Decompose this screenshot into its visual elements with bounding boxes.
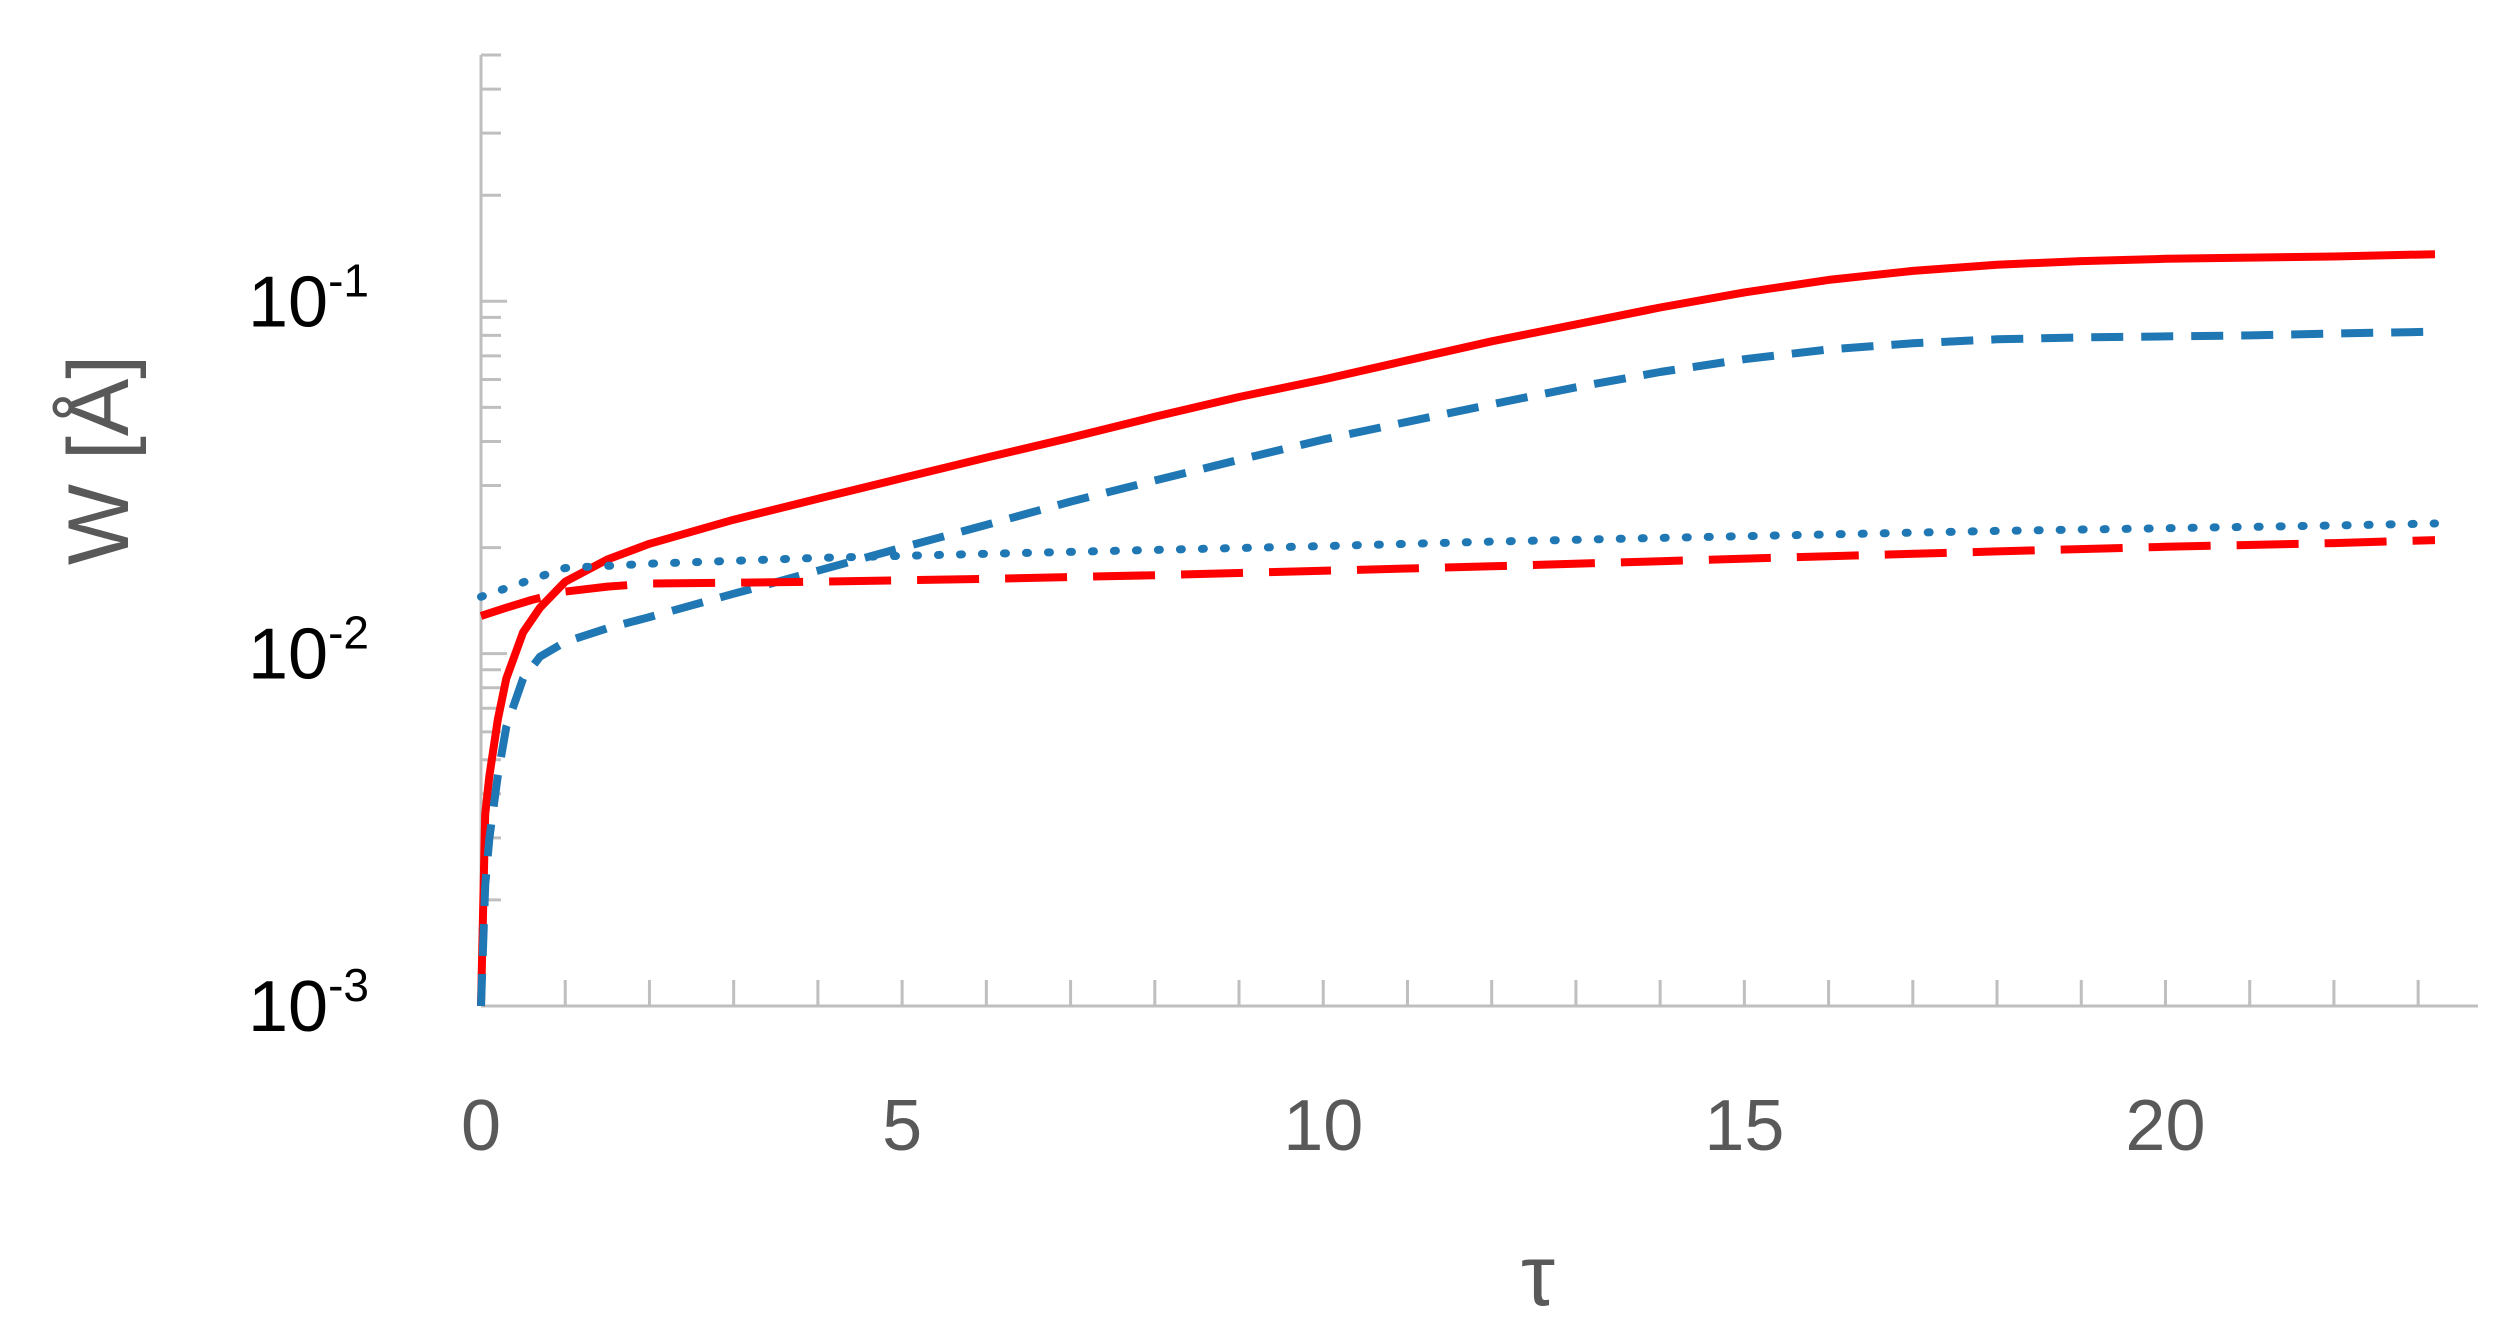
y-tick-label: 10-2: [248, 607, 369, 695]
x-tick-label: 0: [461, 1086, 501, 1166]
x-tick-label: 20: [2125, 1086, 2205, 1166]
series-line-long-dash: [479, 536, 2436, 620]
axes: [479, 55, 2478, 1008]
series-line-dotted: [477, 519, 2439, 601]
y-axis-title: W [Å]: [51, 355, 147, 565]
x-tick-label: 10: [1283, 1086, 1363, 1166]
ticks: 0 5 10 15 20 10-3 10-2 10-1: [248, 53, 2420, 1166]
y-tick-label: 10-1: [248, 254, 369, 342]
x-axis-title: τ: [1521, 1228, 1555, 1324]
x-tick-label: 5: [882, 1086, 922, 1166]
series-lines: [477, 250, 2439, 1007]
series-line-dashed: [477, 327, 2436, 1007]
y-tick-label: 10-3: [248, 959, 369, 1047]
series-line-solid: [477, 250, 2436, 1007]
x-tick-label: 15: [1704, 1086, 1784, 1166]
